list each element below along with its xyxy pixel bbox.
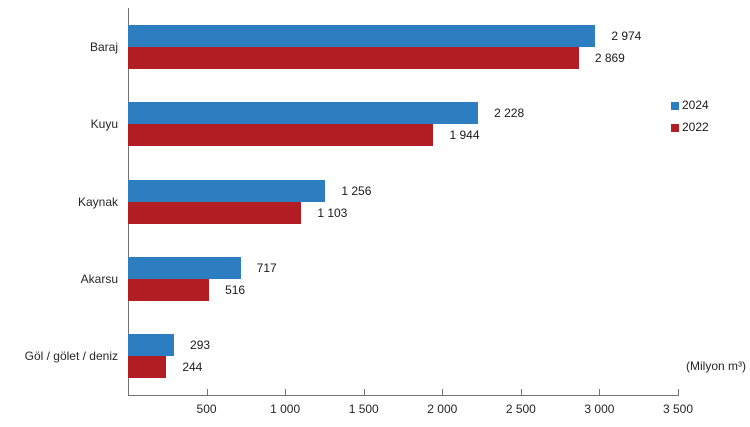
x-axis-tick xyxy=(442,389,444,395)
x-axis-tick-label: 1 000 xyxy=(270,402,301,416)
bar-2022 xyxy=(128,278,210,301)
legend-swatch-2024-icon xyxy=(671,101,679,110)
legend-item-2024: 2024 xyxy=(671,99,709,112)
x-axis-line xyxy=(128,395,679,396)
x-axis-tick xyxy=(599,389,601,395)
x-axis-tick-label: 2 500 xyxy=(505,402,536,416)
legend-label-2022: 2022 xyxy=(682,120,709,134)
x-axis-tick-label: 1 500 xyxy=(348,402,379,416)
x-axis-tick xyxy=(363,389,365,395)
bar-value-label: 717 xyxy=(256,260,277,275)
bar-value-label: 2 869 xyxy=(594,50,625,65)
category-label: Baraj xyxy=(89,39,118,54)
bar-2022 xyxy=(128,201,302,224)
bar-2022 xyxy=(128,124,434,147)
bar-value-label: 1 256 xyxy=(341,183,372,198)
legend-item-2022: 2022 xyxy=(671,121,709,134)
bar-2024 xyxy=(128,102,479,125)
bar-2024 xyxy=(128,24,596,47)
x-axis-tick xyxy=(285,389,287,395)
bar-value-label: 293 xyxy=(190,338,211,353)
bar-2024 xyxy=(128,334,175,357)
bar-2022 xyxy=(128,46,579,69)
axis-unit-note: (Milyon m³) xyxy=(686,359,746,373)
bar-value-label: 2 974 xyxy=(611,28,642,43)
category-label: Kaynak xyxy=(77,194,118,209)
bar-value-label: 2 228 xyxy=(494,106,525,121)
bar-value-label: 516 xyxy=(225,282,246,297)
x-axis-tick xyxy=(206,389,208,395)
x-axis-tick-label: 3 500 xyxy=(662,402,694,416)
x-axis-tick-label: 500 xyxy=(196,402,217,416)
category-label: Kuyu xyxy=(90,117,118,132)
legend-label-2024: 2024 xyxy=(682,98,709,112)
legend: 2024 2022 xyxy=(671,99,709,143)
category-label: Göl / gölet / deniz xyxy=(24,349,118,364)
bar-value-label: 1 944 xyxy=(449,128,480,143)
bar-2024 xyxy=(128,256,241,279)
x-axis-tick-label: 3 000 xyxy=(584,402,615,416)
category-label: Akarsu xyxy=(80,271,118,286)
bar-value-label: 1 103 xyxy=(317,205,348,220)
bar-2022 xyxy=(128,356,167,379)
x-axis-tick-label: 2 000 xyxy=(427,402,458,416)
legend-swatch-2022-icon xyxy=(671,123,679,132)
bar-value-label: 244 xyxy=(182,360,203,375)
x-axis-tick xyxy=(678,389,679,395)
bar-2024 xyxy=(128,179,326,202)
x-axis-tick xyxy=(520,389,522,395)
